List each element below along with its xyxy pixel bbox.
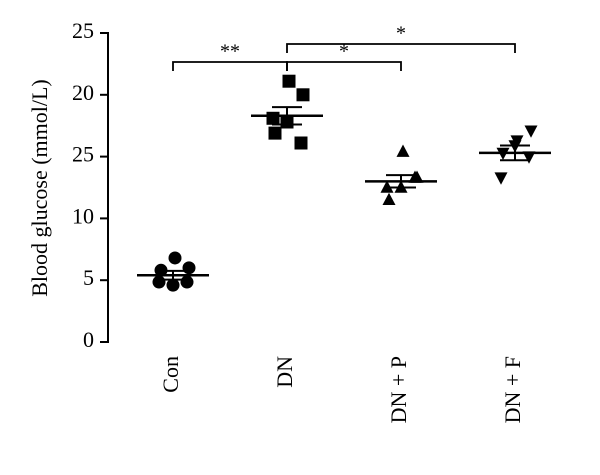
significance-label: ** bbox=[220, 41, 240, 63]
y-tick-label: 25 bbox=[72, 142, 94, 167]
y-axis-title: Blood glucose (mmol/L) bbox=[27, 79, 52, 297]
y-tick-label: 10 bbox=[72, 203, 94, 228]
point bbox=[396, 144, 410, 157]
x-tick-label: DN + P bbox=[386, 356, 411, 423]
point bbox=[168, 251, 182, 265]
significance-label: * bbox=[339, 41, 349, 63]
point bbox=[282, 74, 296, 88]
y-tick-label: 25 bbox=[72, 18, 94, 43]
point bbox=[522, 151, 536, 164]
point bbox=[268, 126, 282, 140]
significance-bracket bbox=[172, 61, 288, 71]
significance-bracket bbox=[286, 43, 516, 53]
y-tick-label: 5 bbox=[83, 265, 94, 290]
x-tick-label: DN bbox=[272, 356, 297, 388]
point bbox=[152, 275, 166, 289]
x-tick-label: DN + F bbox=[500, 356, 525, 423]
point bbox=[382, 192, 396, 206]
point bbox=[494, 172, 508, 185]
y-tick-label: 20 bbox=[72, 80, 94, 105]
point bbox=[408, 170, 422, 183]
significance-label: * bbox=[396, 23, 406, 45]
point bbox=[524, 125, 538, 138]
point bbox=[180, 275, 194, 289]
significance-bracket bbox=[286, 61, 402, 71]
point bbox=[182, 261, 196, 275]
y-tick-label: 0 bbox=[83, 327, 94, 352]
point bbox=[166, 278, 180, 292]
point bbox=[266, 111, 280, 125]
point bbox=[294, 136, 308, 150]
point bbox=[296, 88, 310, 102]
x-tick-label: Con bbox=[158, 356, 183, 393]
